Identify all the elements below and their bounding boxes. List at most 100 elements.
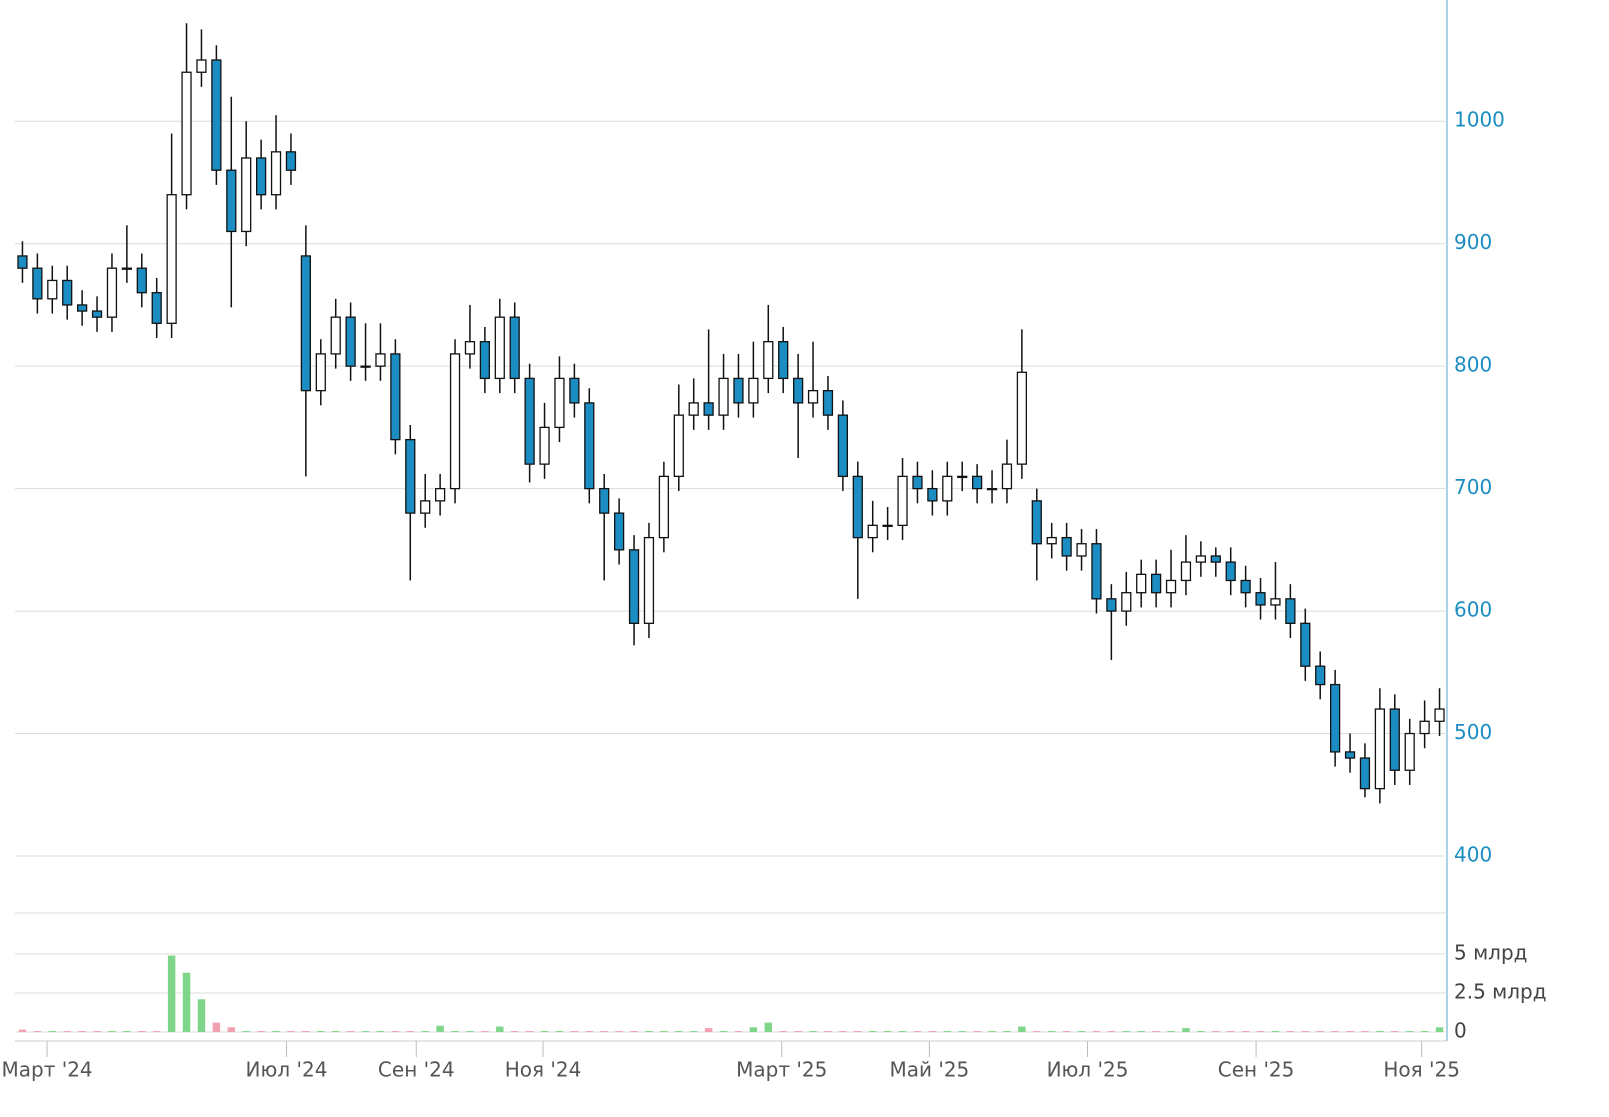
volume-bar bbox=[570, 1031, 579, 1032]
candle-body bbox=[360, 365, 371, 368]
candle-body bbox=[1195, 555, 1207, 563]
candle-body bbox=[405, 438, 416, 514]
candle-body bbox=[91, 310, 103, 318]
volume-bar bbox=[1346, 1031, 1354, 1032]
volume-bar bbox=[630, 1031, 638, 1032]
candle-body bbox=[464, 341, 476, 355]
candle-body bbox=[1225, 561, 1236, 582]
volume-bar bbox=[1077, 1031, 1086, 1032]
volume-bar bbox=[749, 1027, 758, 1032]
volume-bar bbox=[943, 1031, 952, 1032]
volume-bar bbox=[138, 1031, 146, 1032]
candle-body bbox=[643, 536, 655, 624]
volume-bar bbox=[1256, 1031, 1265, 1032]
volume-bar bbox=[540, 1031, 549, 1032]
candle-body bbox=[345, 316, 356, 367]
candle-body bbox=[270, 151, 282, 196]
volume-bar bbox=[1167, 1031, 1175, 1032]
y-tick-label: 400 bbox=[1454, 843, 1492, 867]
volume-bar bbox=[510, 1031, 519, 1032]
volume-bar bbox=[1435, 1027, 1444, 1032]
y-tick-label: 800 bbox=[1454, 353, 1492, 377]
volume-bar bbox=[1420, 1031, 1429, 1032]
candle-body bbox=[733, 377, 744, 404]
volume-bar bbox=[466, 1031, 474, 1032]
candle-body bbox=[942, 475, 953, 502]
volume-bar bbox=[854, 1031, 862, 1032]
volume-bar bbox=[1152, 1031, 1160, 1032]
candle-body bbox=[1091, 543, 1102, 600]
volume-bar bbox=[391, 1031, 400, 1032]
volume-bar bbox=[1003, 1031, 1011, 1032]
x-tick-label: Ноя '25 bbox=[1383, 1058, 1460, 1082]
x-tick-label: Июл '24 bbox=[246, 1058, 328, 1082]
volume-bar bbox=[839, 1031, 847, 1032]
candle-body bbox=[867, 524, 878, 539]
candle-body bbox=[106, 267, 118, 318]
candle-body bbox=[17, 255, 28, 269]
volume-bar bbox=[1241, 1031, 1250, 1032]
volume-bar bbox=[525, 1031, 534, 1032]
candle-body bbox=[196, 59, 207, 73]
candle-body bbox=[1300, 622, 1311, 667]
candle-body bbox=[1330, 683, 1341, 753]
candle-body bbox=[434, 487, 446, 502]
volume-bar bbox=[18, 1029, 27, 1032]
volume-bar bbox=[898, 1031, 907, 1032]
volume-bar bbox=[704, 1028, 713, 1032]
candle-body bbox=[718, 377, 729, 416]
y-tick-label: 700 bbox=[1454, 475, 1492, 499]
volume-bar bbox=[1137, 1031, 1145, 1032]
volume-bar bbox=[734, 1031, 743, 1032]
candle-body bbox=[151, 292, 162, 324]
volume-bar bbox=[376, 1031, 385, 1032]
candle-body bbox=[47, 279, 58, 300]
candle-body bbox=[166, 194, 177, 324]
volume-bar bbox=[809, 1031, 817, 1032]
volume-bar bbox=[242, 1031, 250, 1032]
candle-body bbox=[1419, 720, 1430, 735]
candle-body bbox=[1061, 536, 1072, 557]
candle-body bbox=[778, 341, 789, 380]
volume-bar bbox=[913, 1031, 922, 1032]
volume-bar bbox=[257, 1031, 265, 1032]
volume-bar bbox=[675, 1031, 683, 1032]
volume-bar bbox=[406, 1031, 415, 1032]
volume-bar bbox=[1391, 1031, 1399, 1032]
volume-bar bbox=[794, 1031, 802, 1032]
candle-body bbox=[1180, 561, 1192, 582]
volume-bar bbox=[93, 1031, 101, 1032]
candle-body bbox=[375, 353, 386, 367]
candle-body bbox=[927, 487, 938, 502]
candle-body bbox=[330, 316, 341, 355]
y-tick-label: 900 bbox=[1454, 230, 1492, 254]
volume-tick-label: 5 млрд bbox=[1454, 941, 1527, 965]
x-tick-label: Март '24 bbox=[1, 1058, 92, 1082]
volume-tick-label: 2.5 млрд bbox=[1454, 980, 1547, 1004]
candle-body bbox=[1270, 598, 1281, 606]
candle-body bbox=[509, 316, 520, 380]
volume-bar bbox=[287, 1031, 295, 1032]
y-tick-label: 600 bbox=[1454, 598, 1492, 622]
candle-body bbox=[390, 353, 401, 441]
candle-body bbox=[1136, 573, 1147, 594]
candle-body bbox=[986, 487, 998, 491]
volume-bar bbox=[615, 1031, 623, 1032]
candle-body bbox=[703, 402, 714, 416]
volume-bar bbox=[48, 1031, 57, 1032]
volume-bar bbox=[719, 1031, 728, 1032]
candle-body bbox=[226, 169, 237, 233]
volume-bar bbox=[182, 972, 191, 1032]
volume-bar bbox=[1361, 1031, 1369, 1032]
candle-body bbox=[1359, 757, 1371, 790]
candle-body bbox=[1076, 543, 1087, 557]
volume-bar bbox=[1301, 1031, 1310, 1032]
volume-bar bbox=[1226, 1031, 1235, 1032]
candle-body bbox=[1404, 732, 1415, 771]
candle-body bbox=[658, 475, 670, 539]
candle-body bbox=[420, 500, 431, 514]
volume-bar bbox=[361, 1031, 370, 1032]
x-tick-label: Март '25 bbox=[736, 1058, 827, 1082]
candle-body bbox=[494, 316, 505, 380]
